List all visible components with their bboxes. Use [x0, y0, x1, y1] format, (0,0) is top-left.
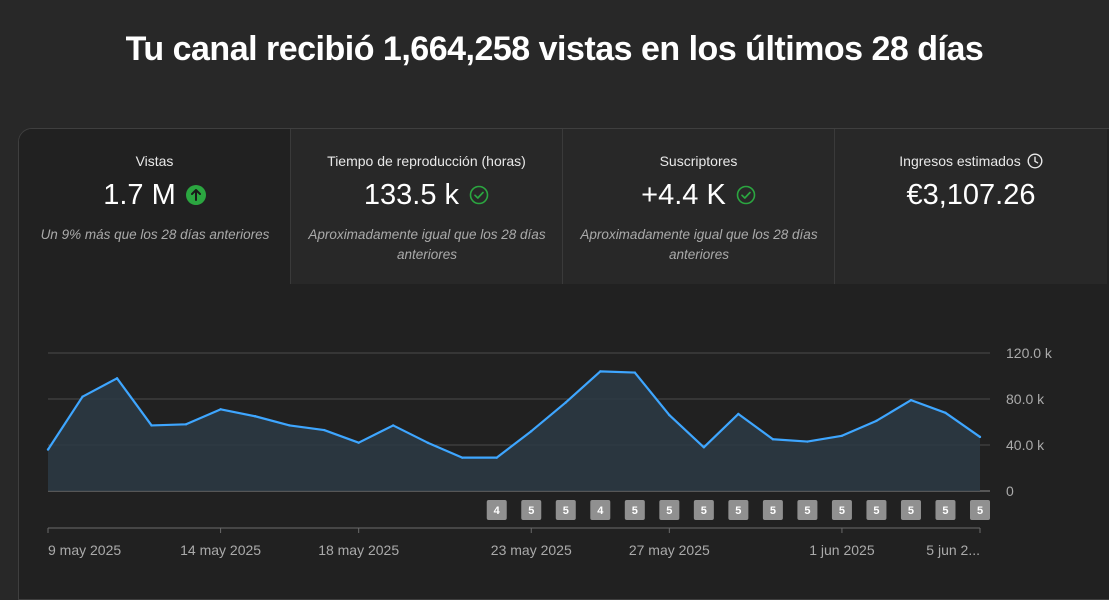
- metric-tab-revenue[interactable]: Ingresos estimados €3,107.26: [835, 129, 1107, 284]
- up-arrow-icon: [185, 185, 206, 205]
- metric-tab-watch-time[interactable]: Tiempo de reproducción (horas) 133.5 k A…: [291, 129, 563, 284]
- metric-tabs: Vistas 1.7 M Un 9% más que los 28 días a…: [19, 129, 1109, 284]
- analytics-card: Vistas 1.7 M Un 9% más que los 28 días a…: [18, 128, 1109, 600]
- metric-value: +4.4 K: [641, 178, 726, 211]
- metric-label: Vistas: [135, 153, 174, 169]
- page-headline: Tu canal recibió 1,664,258 vistas en los…: [125, 30, 984, 68]
- metric-value: 133.5 k: [363, 178, 460, 211]
- check-circle-icon: [736, 185, 756, 205]
- metric-tab-views[interactable]: Vistas 1.7 M Un 9% más que los 28 días a…: [19, 129, 291, 284]
- metric-note: Aproximadamente igual que los 28 días an…: [308, 227, 546, 262]
- metric-value: 1.7 M: [103, 178, 176, 211]
- clock-icon: [1027, 153, 1043, 169]
- metric-note: Un 9% más que los 28 días anteriores: [40, 227, 270, 242]
- metric-label: Suscriptores: [659, 153, 738, 169]
- metric-label: Tiempo de reproducción (horas): [327, 153, 526, 169]
- metric-label: Ingresos estimados: [899, 153, 1021, 169]
- check-circle-icon: [469, 185, 489, 205]
- metric-note: Aproximadamente igual que los 28 días an…: [580, 227, 818, 262]
- metric-value: €3,107.26: [906, 178, 1036, 211]
- metric-tab-subscribers[interactable]: Suscriptores +4.4 K Aproximadamente igua…: [563, 129, 835, 284]
